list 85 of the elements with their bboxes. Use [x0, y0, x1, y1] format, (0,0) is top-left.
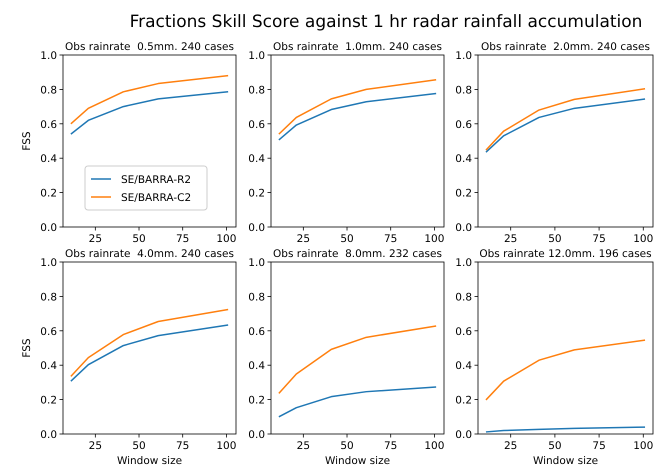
legend-label: SE/BARRA-C2 — [121, 192, 192, 204]
line-series — [70, 74, 229, 125]
chart-title: Obs rainrate 4.0mm. 240 cases — [65, 248, 234, 260]
x-tick-label: 75 — [384, 440, 398, 452]
y-tick-label: 0.2 — [40, 188, 57, 200]
line-series — [70, 308, 229, 378]
y-tick-label: 0.8 — [40, 291, 57, 304]
y-tick-label: 0.6 — [455, 118, 472, 131]
x-axis-title: Window size — [324, 455, 390, 467]
y-tick-label: 0.0 — [40, 222, 57, 234]
x-tick-label: 100 — [216, 440, 236, 452]
line-series — [70, 324, 229, 382]
chart-title: Obs rainrate 1.0mm. 240 cases — [273, 41, 442, 53]
y-tick-label: 1.0 — [455, 257, 472, 269]
y-tick-label: 0.8 — [248, 291, 265, 304]
y-tick-label: 0.0 — [40, 429, 57, 441]
y-tick-label: 0.0 — [455, 429, 472, 441]
y-tick-label: 0.4 — [40, 153, 58, 166]
chart-title: Obs rainrate 8.0mm. 232 cases — [273, 248, 442, 260]
y-tick-label: 0.6 — [455, 326, 472, 338]
x-tick-label: 50 — [340, 440, 354, 452]
y-tick-label: 0.6 — [40, 326, 58, 338]
y-tick-label: 0.0 — [248, 222, 265, 234]
line-series — [278, 325, 437, 394]
line-series — [485, 339, 646, 401]
y-tick-label: 1.0 — [248, 257, 265, 269]
x-tick-label: 25 — [88, 440, 102, 452]
x-tick-label: 25 — [296, 440, 310, 452]
y-tick-label: 0.8 — [248, 84, 265, 96]
x-tick-label: 50 — [548, 233, 562, 245]
x-tick-label: 25 — [504, 440, 518, 452]
text: Fractions Skill Score against 1 hr radar rainfall accumulation — [130, 12, 642, 32]
x-axis-title: Window size — [116, 455, 182, 467]
x-tick-label: 25 — [88, 233, 102, 245]
y-tick-label: 0.8 — [40, 84, 57, 96]
y-tick-label: 0.4 — [455, 153, 472, 166]
chart-title: Obs rainrate 12.0mm. 196 cases — [479, 248, 652, 260]
x-tick-label: 75 — [176, 440, 190, 452]
y-tick-label: 1.0 — [40, 50, 57, 62]
y-tick-label: 1.0 — [248, 50, 265, 62]
y-tick-label: 0.2 — [40, 394, 57, 407]
x-tick-label: 50 — [548, 440, 562, 452]
line-series — [70, 91, 229, 135]
x-tick-label: 25 — [504, 233, 518, 245]
x-tick-label: 75 — [384, 233, 398, 245]
y-tick-label: 0.6 — [248, 118, 266, 131]
line-series — [278, 79, 437, 135]
line-series — [278, 92, 437, 141]
x-tick-label: 75 — [592, 233, 606, 245]
x-tick-label: 75 — [592, 440, 606, 452]
line-series — [278, 386, 437, 418]
y-tick-label: 0.2 — [455, 394, 472, 407]
line-series — [485, 98, 646, 153]
y-tick-label: 0.2 — [248, 188, 265, 200]
y-tick-label: 0.4 — [248, 153, 266, 166]
line-series — [485, 88, 646, 151]
x-tick-label: 100 — [216, 233, 236, 245]
y-tick-label: 0.2 — [455, 188, 472, 200]
chart-title: Obs rainrate 0.5mm. 240 cases — [65, 41, 234, 53]
x-tick-label: 50 — [132, 440, 146, 452]
legend-label: SE/BARRA-R2 — [121, 174, 192, 186]
y-tick-label: 0.0 — [455, 222, 472, 234]
x-tick-label: 75 — [176, 233, 190, 245]
y-tick-label: 1.0 — [40, 257, 57, 269]
x-tick-label: 50 — [340, 233, 354, 245]
y-tick-label: 1.0 — [455, 50, 472, 62]
x-tick-label: 25 — [296, 233, 310, 245]
x-axis-title: Window size — [532, 455, 598, 467]
x-tick-label: 100 — [633, 440, 654, 452]
x-tick-label: 100 — [424, 440, 444, 452]
y-tick-label: 0.4 — [248, 360, 266, 372]
x-tick-label: 100 — [424, 233, 444, 245]
x-tick-label: 50 — [132, 233, 146, 245]
y-tick-label: 0.6 — [40, 118, 58, 131]
y-tick-label: 0.0 — [248, 429, 265, 441]
chart-title: Obs rainrate 2.0mm. 240 cases — [481, 41, 650, 53]
y-tick-label: 0.2 — [248, 394, 265, 407]
y-axis-title: FSS — [21, 338, 33, 358]
y-tick-label: 0.4 — [455, 360, 472, 372]
y-tick-label: 0.8 — [455, 291, 472, 304]
x-tick-label: 100 — [633, 233, 654, 245]
y-axis-title: FSS — [21, 131, 33, 151]
y-tick-label: 0.4 — [40, 360, 58, 372]
y-tick-label: 0.8 — [455, 84, 472, 96]
y-tick-label: 0.6 — [248, 326, 266, 338]
